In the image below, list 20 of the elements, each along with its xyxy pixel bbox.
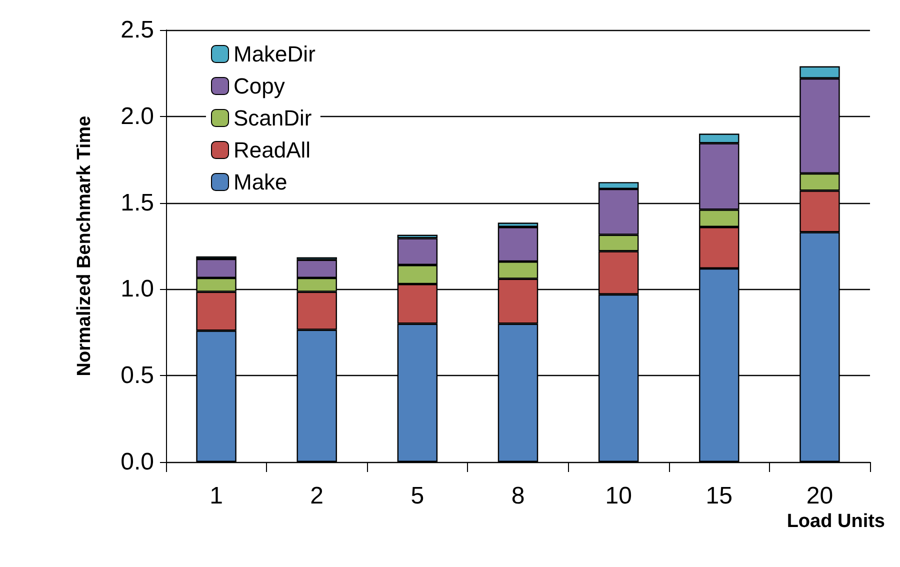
legend-label: Copy [234, 74, 285, 98]
y-axis-title: Normalized Benchmark Time [74, 116, 95, 376]
x-tick-label: 10 [605, 482, 632, 510]
x-tick-label: 2 [310, 482, 324, 510]
legend-label: ScanDir [234, 106, 312, 130]
x-tick-label: 1 [210, 482, 223, 510]
y-tick-label: 1.0 [120, 276, 154, 303]
legend-label: MakeDir [234, 42, 316, 66]
y-tick-label: 2.5 [120, 16, 154, 44]
x-tick-label: 5 [410, 482, 424, 510]
x-tick-label: 15 [706, 482, 732, 510]
x-tick-label: 8 [511, 482, 525, 510]
x-tick-label: 20 [806, 482, 834, 510]
x-axis-title: Load Units [786, 511, 885, 532]
y-tick-label: 1.5 [120, 189, 154, 216]
y-tick-label: 2.0 [120, 102, 154, 130]
y-tick-label: 0.0 [120, 448, 154, 476]
legend-label: ReadAll [234, 138, 311, 162]
legend-label: Make [234, 170, 288, 194]
y-tick-label: 0.5 [120, 362, 154, 390]
